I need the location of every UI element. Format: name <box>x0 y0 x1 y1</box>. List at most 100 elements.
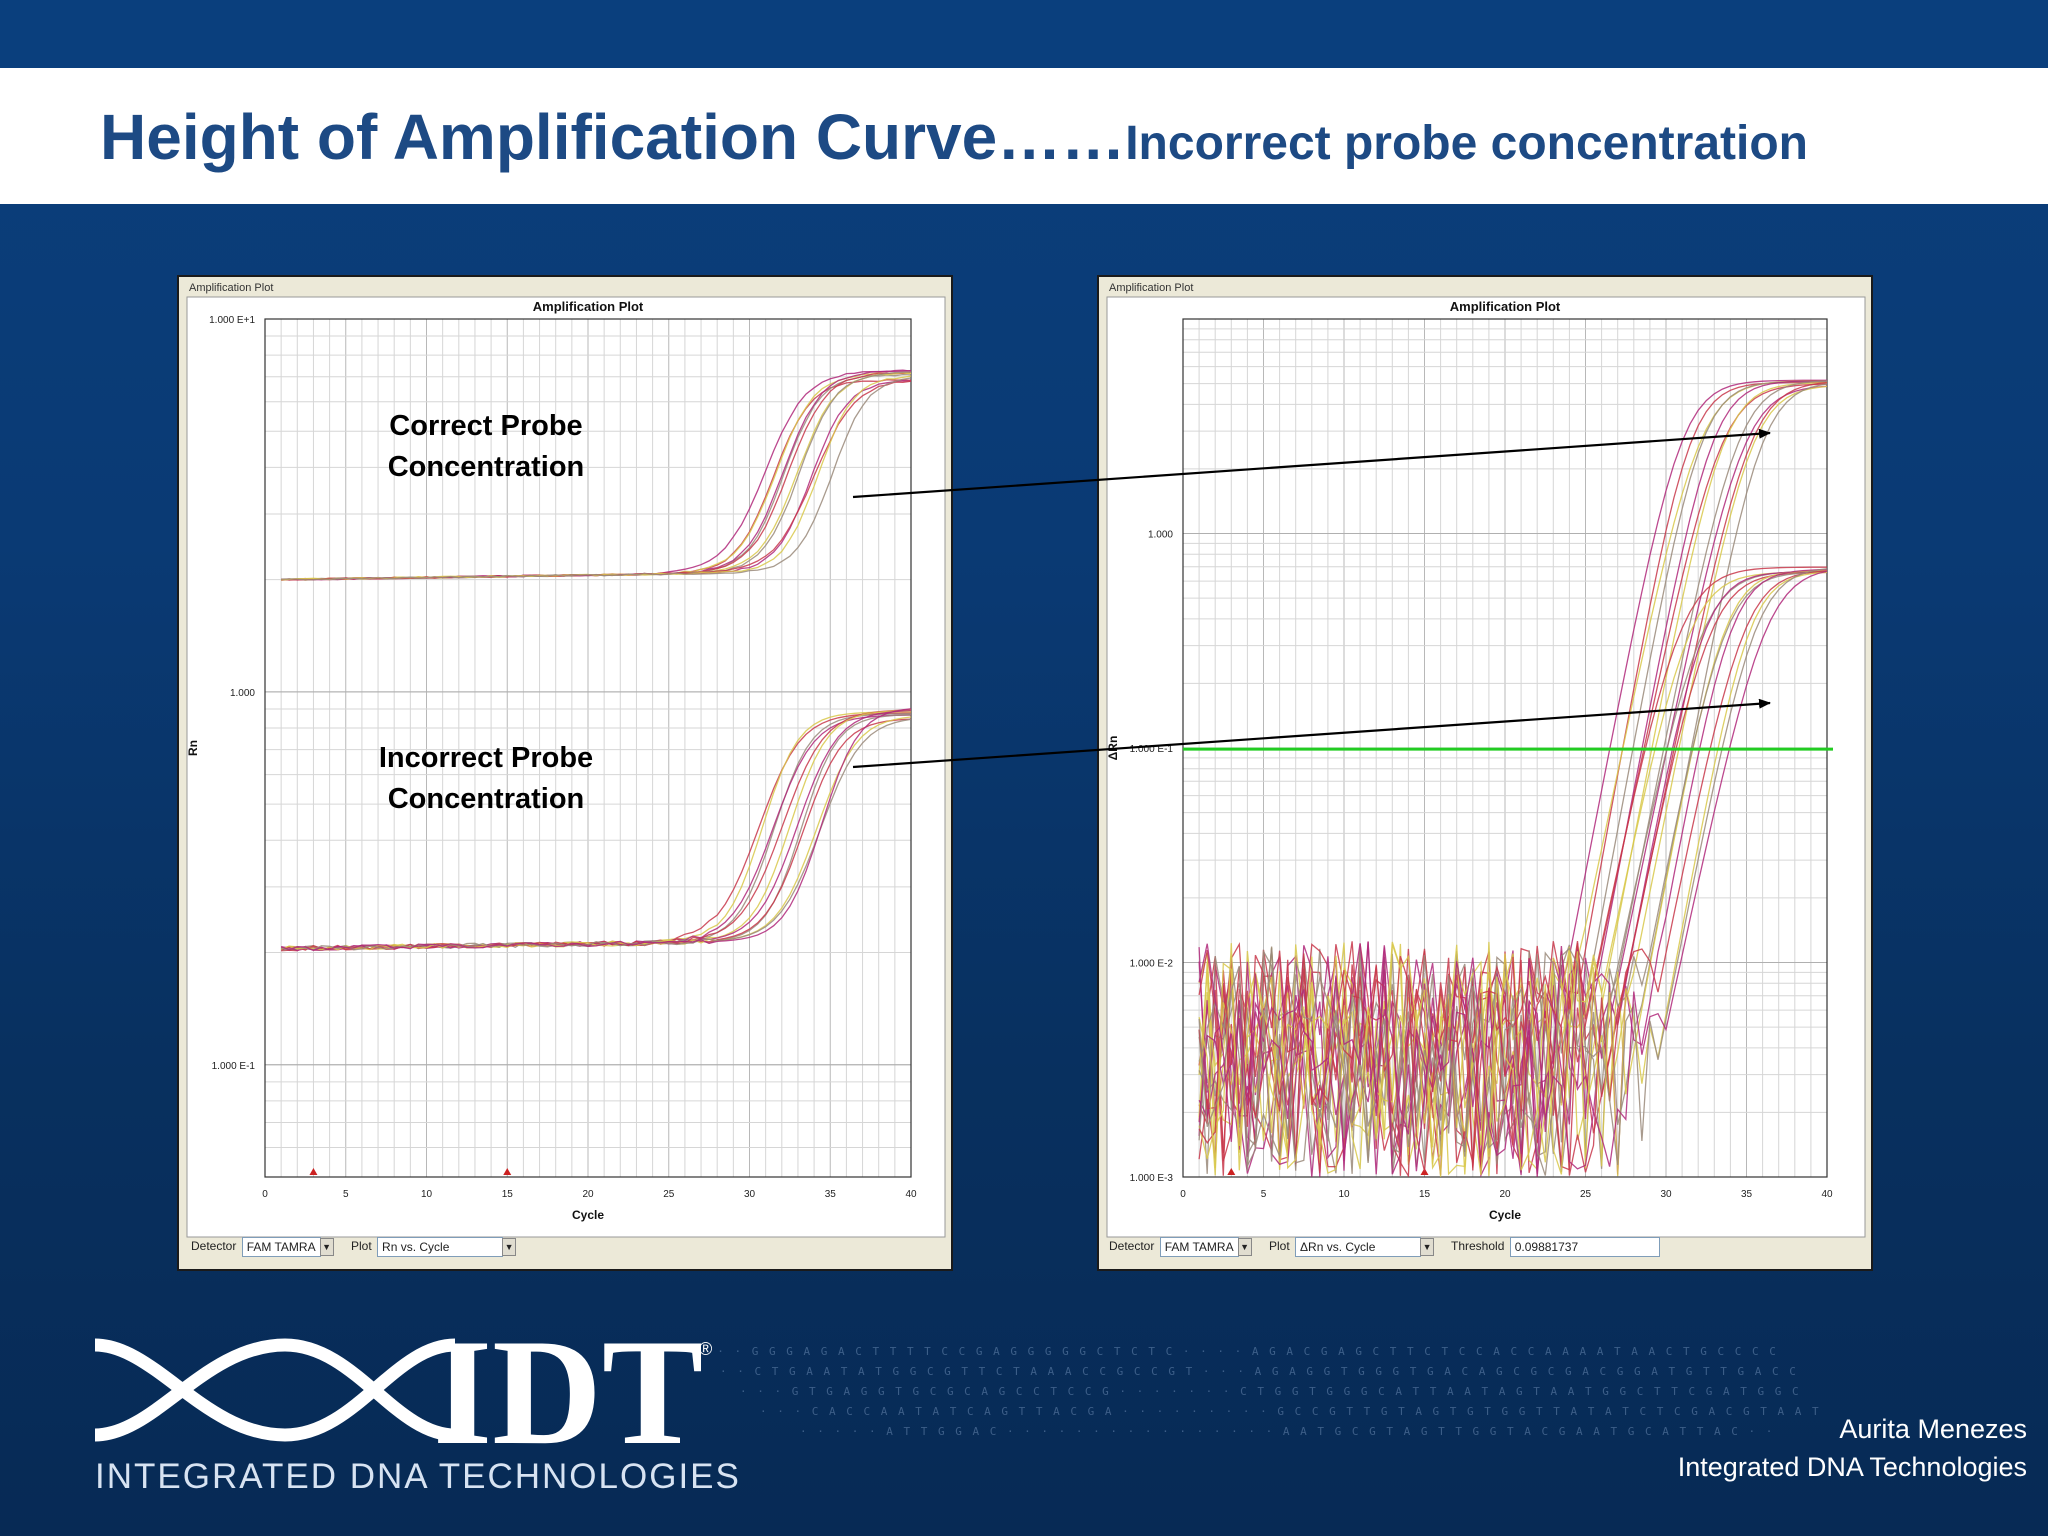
chevron-down-icon[interactable]: ▼ <box>502 1238 517 1256</box>
x-tick-label: 25 <box>1580 1189 1592 1200</box>
x-tick-label: 30 <box>1660 1189 1672 1200</box>
dna-sequence-decoration: · · · · · A T T G G A C · · · · · · · · … <box>800 1425 1775 1438</box>
series-line <box>1198 571 1827 1169</box>
y-axis-label: Rn <box>186 740 200 756</box>
y-tick-label: 1.000 <box>1148 530 1173 541</box>
y-tick-label: 1.000 <box>230 688 255 699</box>
dna-sequence-decoration: · · · G T G A G G T G C G C A G C C T C … <box>740 1385 1801 1398</box>
series-line <box>281 375 911 581</box>
x-tick-label: 30 <box>744 1189 756 1200</box>
slide-title: Height of Amplification Curve……Incorrect… <box>100 100 1808 174</box>
chevron-down-icon[interactable]: ▼ <box>1420 1238 1435 1256</box>
series-line <box>1198 379 1827 1177</box>
series-line <box>1198 385 1827 1171</box>
plot-control[interactable]: Plot Rn vs. Cycle ▼ <box>351 1237 517 1257</box>
author-credit: Aurita Menezes Integrated DNA Technologi… <box>1678 1410 2027 1486</box>
dna-sequence-decoration: · · · G G G A G A C T T T T C C G A G G … <box>700 1345 1778 1358</box>
x-tick-label: 10 <box>421 1189 433 1200</box>
plot-select[interactable]: Rn vs. Cycle <box>377 1237 504 1257</box>
plot-control[interactable]: Plot ΔRn vs. Cycle ▼ <box>1269 1237 1435 1257</box>
title-bar <box>0 68 2048 204</box>
cycle-marker <box>1227 1168 1236 1175</box>
y-tick-label: 1.000 E-1 <box>212 1061 256 1072</box>
cycle-marker <box>503 1168 512 1175</box>
y-tick-label: 1.000 E-1 <box>1130 744 1174 755</box>
threshold-label: Threshold <box>1451 1239 1505 1254</box>
y-tick-label: 1.000 E-2 <box>1130 959 1174 970</box>
author-name: Aurita Menezes <box>1839 1414 2027 1444</box>
detector-control[interactable]: Detector FAM TAMRA ▼ <box>191 1237 334 1257</box>
amplification-plot-delta-rn-panel: Amplification Plot Amplification Plot 0 5 10… <box>1097 275 1873 1271</box>
series-line <box>1198 571 1827 1177</box>
dna-sequence-decoration: · · C T G A A T A T G G C G T T C T A A … <box>720 1365 1798 1378</box>
y-tick-label: 1.000 E-3 <box>1130 1173 1174 1184</box>
threshold-control[interactable]: Threshold 0.09881737 <box>1451 1237 1660 1257</box>
logo-subtitle: INTEGRATED DNA TECHNOLOGIES <box>95 1457 741 1496</box>
annotation-incorrect-line2: Concentration <box>387 783 585 815</box>
x-tick-label: 10 <box>1338 1189 1350 1200</box>
chart-title: Amplification Plot <box>533 299 644 314</box>
x-tick-label: 5 <box>1261 1189 1267 1200</box>
x-axis-label: Cycle <box>1489 1208 1521 1222</box>
annotation-correct-line1: Correct Probe <box>389 410 583 442</box>
detector-label: Detector <box>1109 1239 1155 1254</box>
series-line <box>280 708 911 952</box>
series-line <box>281 377 911 581</box>
x-tick-label: 35 <box>825 1189 837 1200</box>
x-tick-label: 40 <box>905 1189 917 1200</box>
logo-registered: ® <box>699 1339 712 1359</box>
top-bar <box>0 0 2048 68</box>
plot-select[interactable]: ΔRn vs. Cycle <box>1295 1237 1422 1257</box>
amplification-plot-delta-rn-chart: Amplification Plot Amplification Plot 0 5 10… <box>1106 282 1866 1238</box>
y-axis-label: ΔRn <box>1106 736 1120 761</box>
chart-title: Amplification Plot <box>1450 299 1561 314</box>
annotation-incorrect-probe: Incorrect Probe Concentration <box>336 738 636 820</box>
chevron-down-icon[interactable]: ▼ <box>319 1238 334 1256</box>
series-line <box>1198 381 1827 1176</box>
cycle-marker <box>309 1168 318 1175</box>
series-line <box>280 716 911 951</box>
plot-label: Plot <box>1269 1239 1290 1254</box>
series-line <box>1198 566 1827 1177</box>
x-tick-label: 40 <box>1821 1189 1833 1200</box>
window-label: Amplification Plot <box>189 282 273 294</box>
x-axis-label: Cycle <box>572 1208 604 1222</box>
title-main: Height of Amplification Curve…… <box>100 101 1126 173</box>
detector-control[interactable]: Detector FAM TAMRA ▼ <box>1109 1237 1252 1257</box>
series-line <box>281 718 911 951</box>
series-curves <box>280 369 911 952</box>
idt-logo-graphic: IDT ® <box>94 1308 712 1476</box>
x-tick-label: 15 <box>1419 1189 1431 1200</box>
plot-label: Plot <box>351 1239 372 1254</box>
annotation-incorrect-line1: Incorrect Probe <box>378 742 594 774</box>
series-line <box>1198 380 1827 1177</box>
title-sub: Incorrect probe concentration <box>1125 117 1808 170</box>
series-line <box>1198 570 1827 1175</box>
series-line <box>1198 568 1827 1175</box>
series-line <box>1198 569 1827 1177</box>
y-tick-label: 1.000 E+1 <box>209 315 255 326</box>
x-tick-label: 20 <box>582 1189 594 1200</box>
detector-select[interactable]: FAM TAMRA <box>241 1237 321 1257</box>
detector-select[interactable]: FAM TAMRA <box>1159 1237 1239 1257</box>
series-line <box>1198 570 1827 1176</box>
detector-label: Detector <box>191 1239 237 1254</box>
x-tick-label: 5 <box>343 1189 349 1200</box>
chevron-down-icon[interactable]: ▼ <box>1237 1238 1252 1256</box>
idt-logo: IDT ® <box>94 1308 735 1476</box>
threshold-input[interactable]: 0.09881737 <box>1509 1237 1660 1257</box>
window-label: Amplification Plot <box>1109 282 1193 294</box>
annotation-correct-line2: Concentration <box>387 451 585 483</box>
x-tick-label: 0 <box>1180 1189 1186 1200</box>
author-org: Integrated DNA Technologies <box>1677 1452 2027 1482</box>
x-tick-label: 25 <box>663 1189 675 1200</box>
dna-sequence-decoration: · · · C A C C A A T A T C A G T T A C G … <box>760 1405 1821 1418</box>
annotation-correct-probe: Correct Probe Concentration <box>336 406 636 488</box>
amplification-plot-rn-panel: Amplification Plot Amplification Plot 0 5 10… <box>177 275 953 1271</box>
x-tick-label: 15 <box>502 1189 514 1200</box>
x-tick-label: 0 <box>262 1189 268 1200</box>
logo-text: IDT <box>433 1325 703 1455</box>
cycle-marker <box>1420 1168 1429 1175</box>
x-tick-label: 35 <box>1741 1189 1753 1200</box>
x-tick-label: 20 <box>1499 1189 1511 1200</box>
